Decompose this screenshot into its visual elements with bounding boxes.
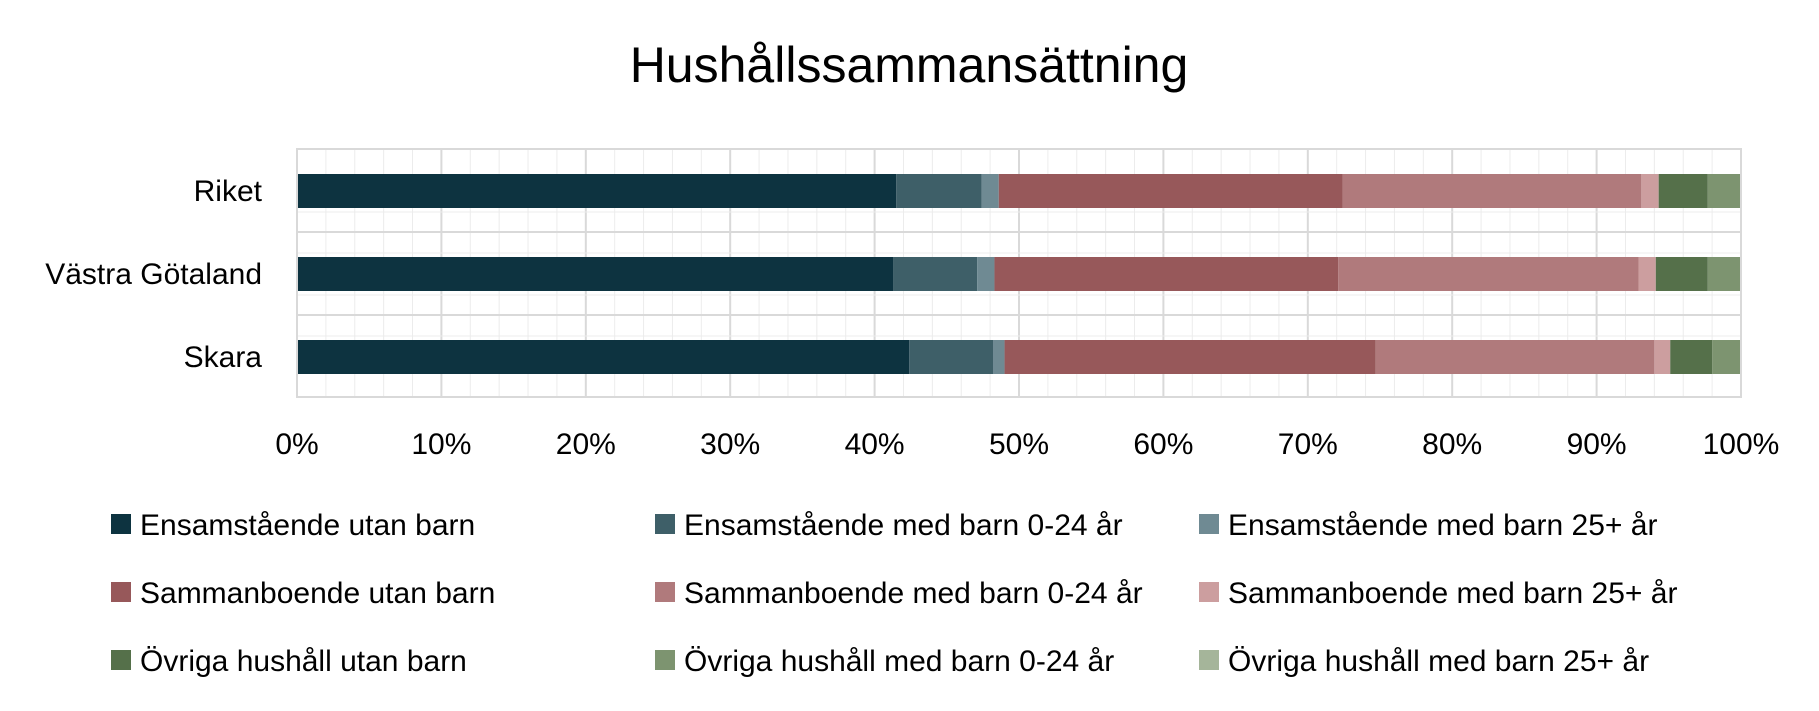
- legend-item: Ensamstående med barn 25+ år: [1199, 509, 1657, 542]
- bar-segment-5-3: [1375, 340, 1655, 374]
- bar-segment-3-2: [977, 257, 995, 291]
- legend-label: Sammanboende med barn 25+ år: [1228, 577, 1677, 610]
- x-tick-label: 20%: [556, 428, 616, 461]
- legend-item: Ensamstående med barn 0-24 år: [655, 509, 1123, 542]
- bar-segment-8-2: [1707, 257, 1741, 291]
- legend-swatch: [655, 514, 675, 534]
- bar-segment-3-3: [993, 340, 1005, 374]
- legend-label: Övriga hushåll utan barn: [140, 645, 467, 678]
- legend-item: Sammanboende med barn 25+ år: [1199, 577, 1677, 610]
- bar-segment-3-1: [981, 174, 999, 208]
- bar-segment-8-3: [1712, 340, 1741, 374]
- legend-swatch: [111, 582, 131, 602]
- value-axis: 0% 10% 20% 30% 40% 50% 60% 70% 80% 90% 100%: [275, 428, 1779, 461]
- category-label: Västra Götaland: [45, 258, 262, 291]
- legend-label: Sammanboende med barn 0-24 år: [684, 577, 1143, 610]
- legend-swatch: [655, 650, 675, 670]
- bar-segment-1-3: [297, 340, 910, 374]
- bar-segment-4-1: [998, 174, 1343, 208]
- legend-item: Ensamstående utan barn: [111, 509, 475, 542]
- category-label: Skara: [184, 341, 263, 374]
- legend-label: Sammanboende utan barn: [140, 577, 495, 610]
- bar-segment-5-1: [1342, 174, 1642, 208]
- legend-swatch: [111, 514, 131, 534]
- x-tick-label: 0%: [275, 428, 318, 461]
- bar-segment-4-3: [1004, 340, 1376, 374]
- bar-segment-5-2: [1338, 257, 1639, 291]
- bar-segment-8-1: [1707, 174, 1741, 208]
- legend: Ensamstående utan barn Ensamstående med b…: [111, 509, 1677, 678]
- legend-item: Övriga hushåll med barn 0-24 år: [655, 645, 1114, 678]
- chart-title: Hushållssammansättning: [630, 37, 1189, 93]
- bar-segment-1-1: [297, 174, 897, 208]
- bar-segment-7-3: [1670, 340, 1713, 374]
- legend-item: Övriga hushåll med barn 25+ år: [1199, 645, 1649, 678]
- bar-segment-2-2: [893, 257, 978, 291]
- bar-segment-2-1: [896, 174, 982, 208]
- x-tick-label: 40%: [845, 428, 905, 461]
- bar-segment-4-2: [994, 257, 1339, 291]
- x-tick-label: 70%: [1278, 428, 1338, 461]
- x-tick-label: 50%: [989, 428, 1049, 461]
- x-tick-label: 80%: [1422, 428, 1482, 461]
- bar-segment-7-1: [1658, 174, 1708, 208]
- bar-segment-6-1: [1641, 174, 1659, 208]
- legend-item: Sammanboende utan barn: [111, 577, 495, 610]
- legend-label: Övriga hushåll med barn 0-24 år: [684, 645, 1114, 678]
- bar-segment-7-2: [1655, 257, 1708, 291]
- x-tick-label: 10%: [411, 428, 471, 461]
- legend-swatch: [1199, 514, 1219, 534]
- legend-label: Ensamstående utan barn: [140, 509, 475, 542]
- legend-swatch: [655, 582, 675, 602]
- x-tick-label: 30%: [700, 428, 760, 461]
- legend-label: Ensamstående med barn 25+ år: [1228, 509, 1657, 542]
- legend-label: Ensamstående med barn 0-24 år: [684, 509, 1123, 542]
- legend-swatch: [1199, 582, 1219, 602]
- plot-border: [296, 148, 1742, 398]
- legend-label: Övriga hushåll med barn 25+ år: [1228, 645, 1649, 678]
- x-tick-label: 60%: [1133, 428, 1193, 461]
- bar-segment-6-2: [1638, 257, 1656, 291]
- bar-segment-1-2: [297, 257, 894, 291]
- legend-item: Sammanboende med barn 0-24 år: [655, 577, 1143, 610]
- plot-area: [296, 148, 1742, 398]
- legend-swatch: [111, 650, 131, 670]
- category-axis: Riket Västra Götaland Skara: [45, 175, 262, 374]
- bar-segment-6-3: [1654, 340, 1671, 374]
- bars: [297, 174, 1741, 374]
- bar-segment-2-3: [909, 340, 994, 374]
- category-label: Riket: [194, 175, 263, 208]
- x-tick-label: 90%: [1567, 428, 1627, 461]
- x-tick-label: 100%: [1703, 428, 1780, 461]
- legend-swatch: [1199, 650, 1219, 670]
- legend-item: Övriga hushåll utan barn: [111, 645, 467, 678]
